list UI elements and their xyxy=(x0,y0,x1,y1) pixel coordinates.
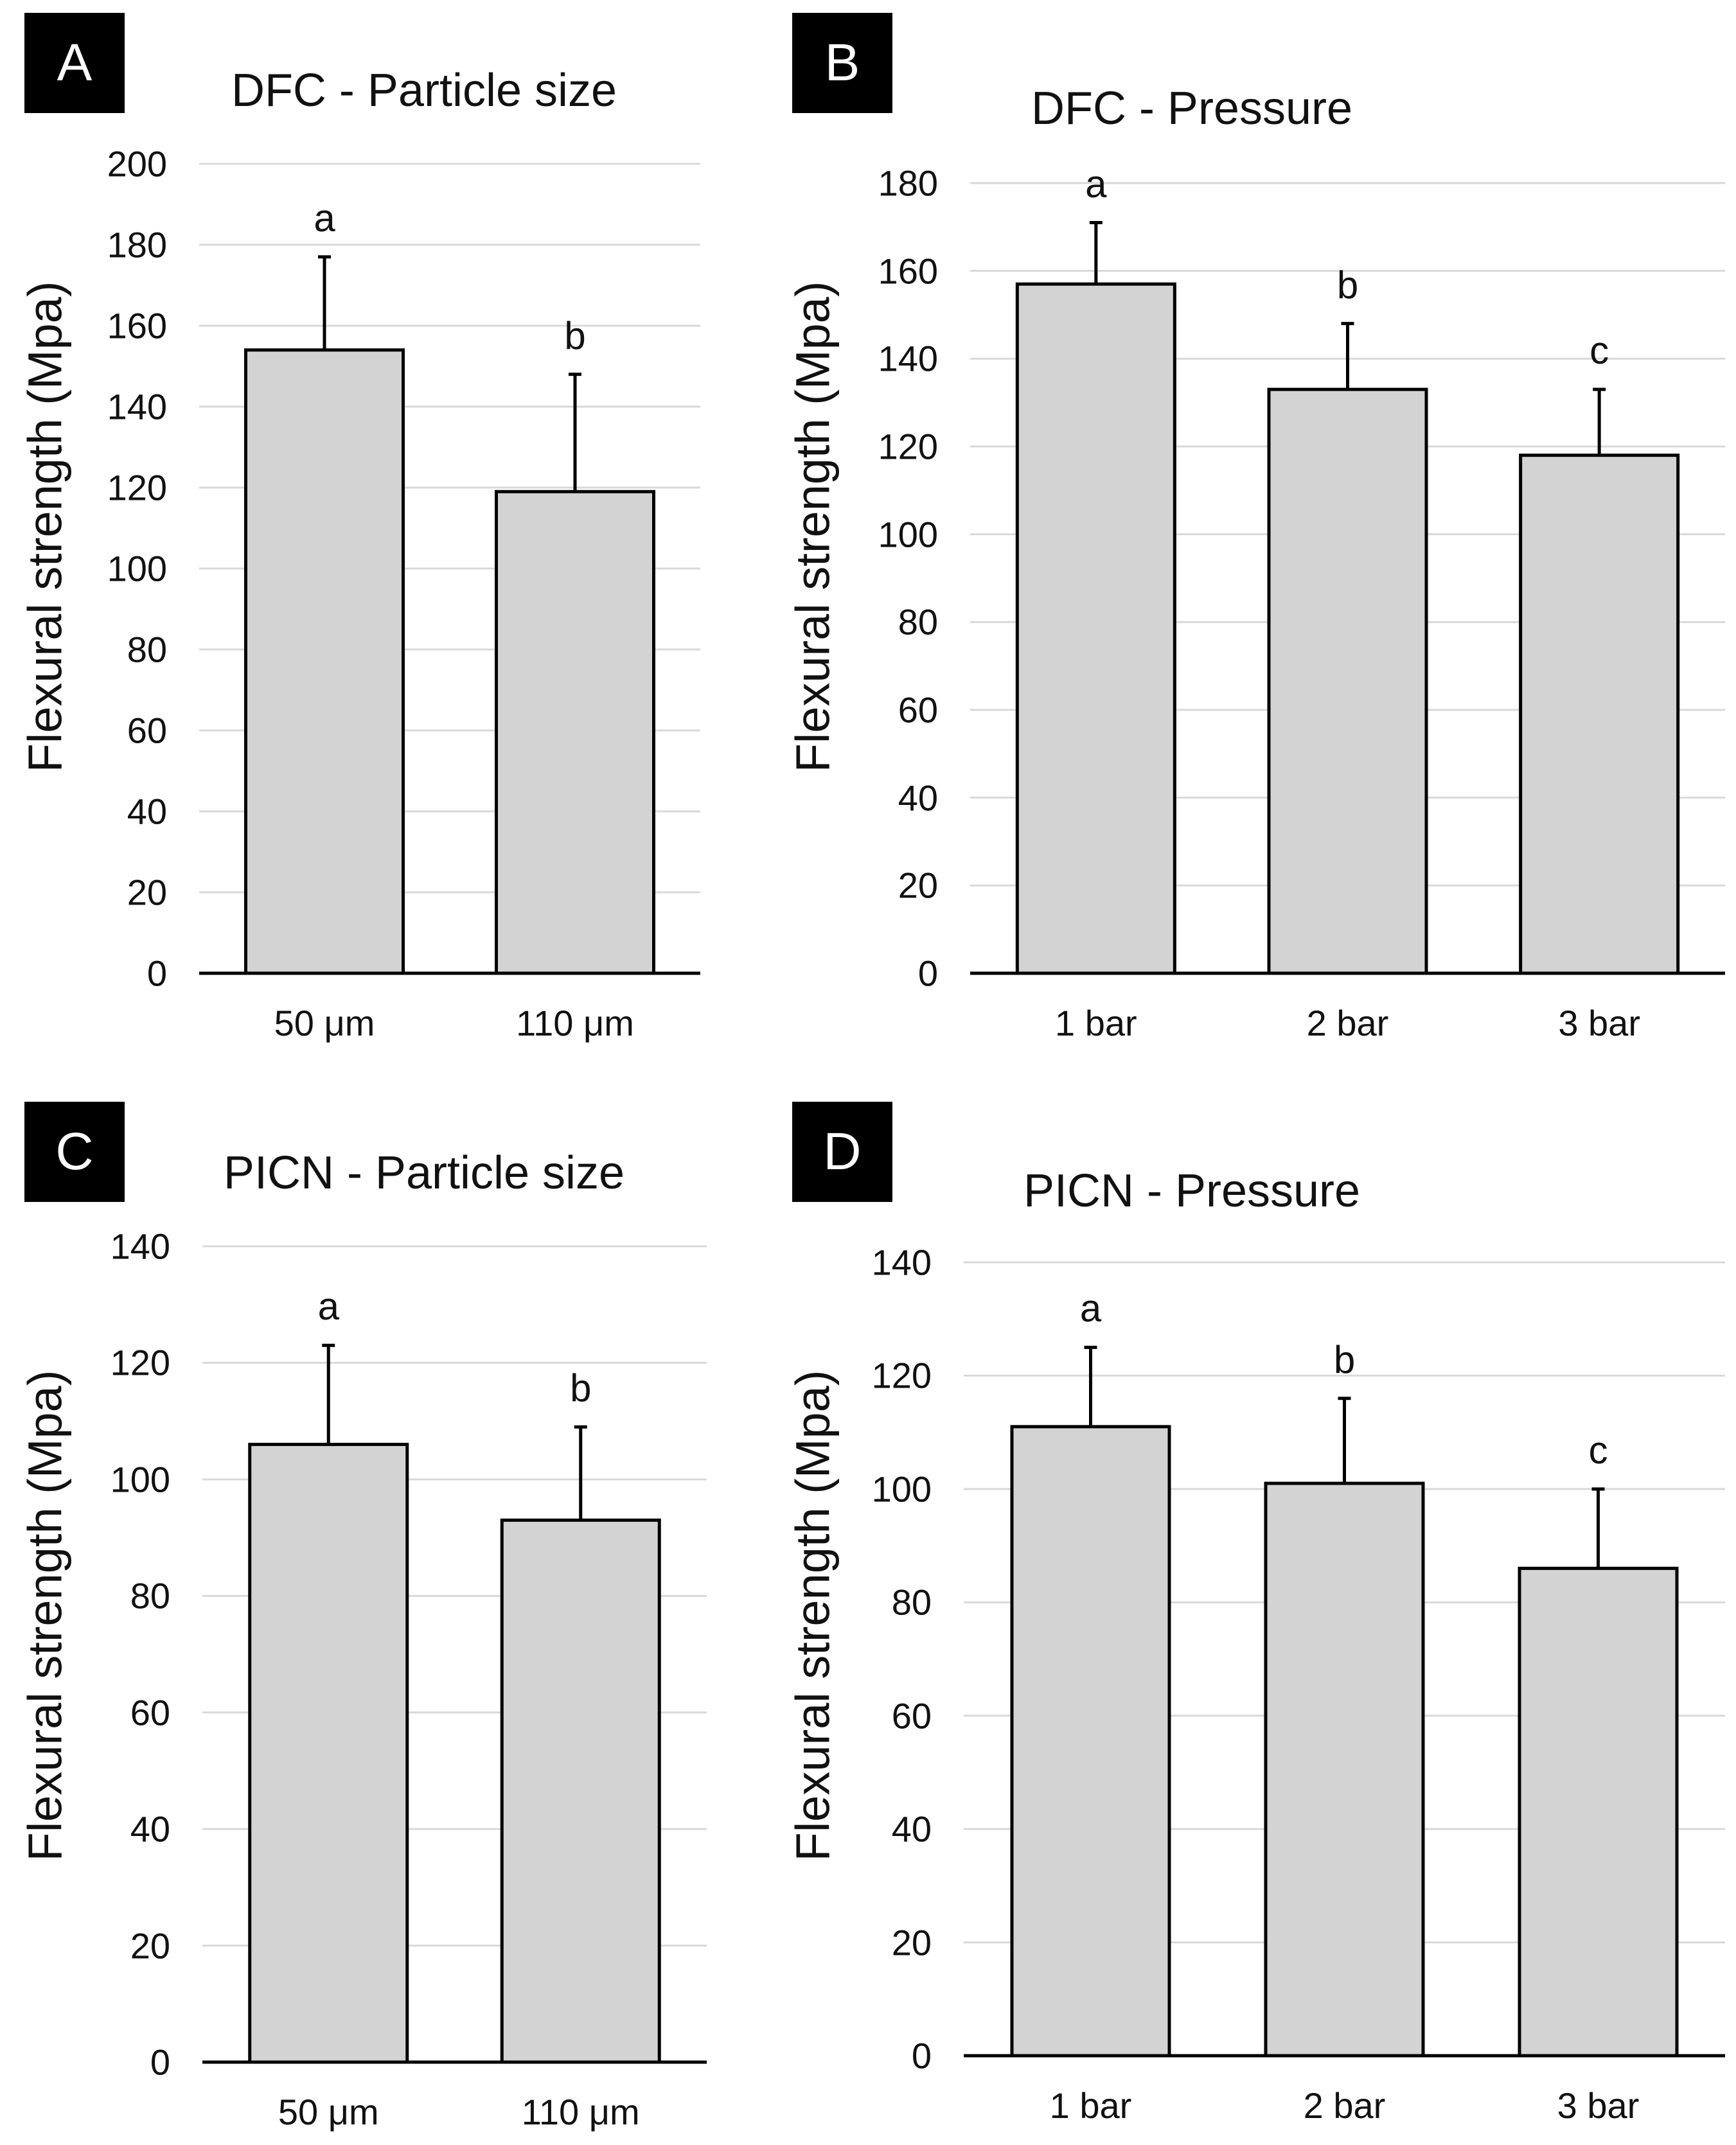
x-tick-label-d-1: 1 bar xyxy=(1049,2085,1132,2126)
significance-label-b-1: a xyxy=(1085,162,1107,206)
y-tick-label-a-60: 60 xyxy=(127,710,167,751)
x-tick-label-d-2: 2 bar xyxy=(1303,2085,1386,2126)
y-tick-label-b-80: 80 xyxy=(898,601,938,642)
y-tick-label-a-20: 20 xyxy=(127,872,167,913)
y-tick-label-d-100: 100 xyxy=(871,1469,932,1510)
y-tick-label-a-200: 200 xyxy=(107,143,167,184)
y-tick-label-c-40: 40 xyxy=(130,1808,170,1849)
bar-b-3 xyxy=(1519,454,1680,975)
bar-d-3 xyxy=(1518,1566,1679,2058)
y-tick-label-b-40: 40 xyxy=(898,777,938,818)
y-tick-label-b-120: 120 xyxy=(878,426,938,467)
x-tick-label-a-2: 110 μm xyxy=(516,1003,634,1043)
significance-label-a-1: a xyxy=(314,196,335,240)
bar-b-1 xyxy=(1015,282,1176,975)
y-tick-label-d-60: 60 xyxy=(891,1695,932,1736)
x-tick-label-c-1: 50 μm xyxy=(278,2092,379,2132)
y-tick-label-b-60: 60 xyxy=(898,689,938,730)
significance-label-d-3: c xyxy=(1588,1428,1608,1472)
bar-d-2 xyxy=(1264,1481,1425,2058)
plot-area-c xyxy=(202,1245,707,2064)
x-tick-label-b-3: 3 bar xyxy=(1558,1003,1640,1043)
bar-b-2 xyxy=(1267,387,1428,975)
y-tick-label-c-0: 0 xyxy=(150,2042,170,2083)
y-tick-label-a-0: 0 xyxy=(146,953,167,994)
panel-letter-b: B xyxy=(792,13,892,113)
significance-label-b-3: c xyxy=(1590,329,1609,373)
chart-title-d: PICN - Pressure xyxy=(1023,1165,1361,1217)
y-tick-label-a-160: 160 xyxy=(107,305,167,346)
y-tick-label-b-20: 20 xyxy=(898,865,938,906)
x-tick-label-b-2: 2 bar xyxy=(1306,1003,1389,1043)
y-tick-label-b-100: 100 xyxy=(878,514,938,555)
y-tick-label-b-0: 0 xyxy=(917,953,938,994)
plot-area-b xyxy=(970,182,1725,975)
x-tick-label-a-1: 50 μm xyxy=(274,1003,375,1043)
chart-title-a: DFC - Particle size xyxy=(231,65,617,116)
y-tick-label-b-160: 160 xyxy=(878,251,938,292)
chart-title-c: PICN - Particle size xyxy=(223,1147,625,1199)
bar-a-1 xyxy=(244,348,405,975)
y-tick-label-c-120: 120 xyxy=(110,1342,170,1383)
x-tick-label-d-3: 3 bar xyxy=(1557,2085,1640,2126)
y-tick-label-c-20: 20 xyxy=(130,1925,170,1966)
bar-a-2 xyxy=(495,490,655,975)
y-tick-label-a-100: 100 xyxy=(107,548,167,589)
y-tick-label-c-140: 140 xyxy=(110,1226,170,1267)
bar-c-1 xyxy=(248,1442,409,2064)
chart-title-b: DFC - Pressure xyxy=(1031,83,1353,134)
bar-d-1 xyxy=(1010,1425,1171,2058)
y-tick-label-d-120: 120 xyxy=(871,1355,932,1396)
y-tick-label-d-80: 80 xyxy=(891,1582,932,1623)
y-tick-label-c-80: 80 xyxy=(130,1575,170,1616)
significance-label-a-2: b xyxy=(564,313,586,357)
y-tick-label-d-20: 20 xyxy=(891,1922,932,1963)
plot-area-a xyxy=(199,163,700,975)
y-tick-label-a-40: 40 xyxy=(127,791,167,832)
significance-label-b-2: b xyxy=(1336,263,1359,306)
bar-c-2 xyxy=(500,1518,661,2064)
y-tick-label-b-180: 180 xyxy=(878,163,938,204)
plot-area-d xyxy=(964,1261,1725,2058)
significance-label-c-2: b xyxy=(570,1366,592,1410)
y-tick-label-a-80: 80 xyxy=(127,629,167,670)
y-tick-label-d-0: 0 xyxy=(911,2035,932,2076)
panel-letter-a: A xyxy=(24,13,125,113)
x-tick-label-b-1: 1 bar xyxy=(1055,1003,1137,1043)
y-tick-label-d-40: 40 xyxy=(891,1808,932,1849)
significance-label-c-1: a xyxy=(317,1285,339,1328)
y-tick-label-b-140: 140 xyxy=(878,338,938,379)
y-tick-label-d-140: 140 xyxy=(871,1242,932,1283)
significance-label-d-1: a xyxy=(1079,1287,1102,1330)
x-tick-label-c-2: 110 μm xyxy=(521,2092,640,2132)
y-tick-label-a-140: 140 xyxy=(107,386,167,427)
y-tick-label-c-100: 100 xyxy=(110,1459,170,1500)
significance-label-d-2: b xyxy=(1333,1337,1356,1381)
panel-letter-c: C xyxy=(24,1102,125,1202)
y-tick-label-c-60: 60 xyxy=(130,1692,170,1733)
y-tick-label-a-180: 180 xyxy=(107,224,167,265)
y-tick-label-a-120: 120 xyxy=(107,467,167,508)
panel-letter-d: D xyxy=(792,1102,892,1202)
